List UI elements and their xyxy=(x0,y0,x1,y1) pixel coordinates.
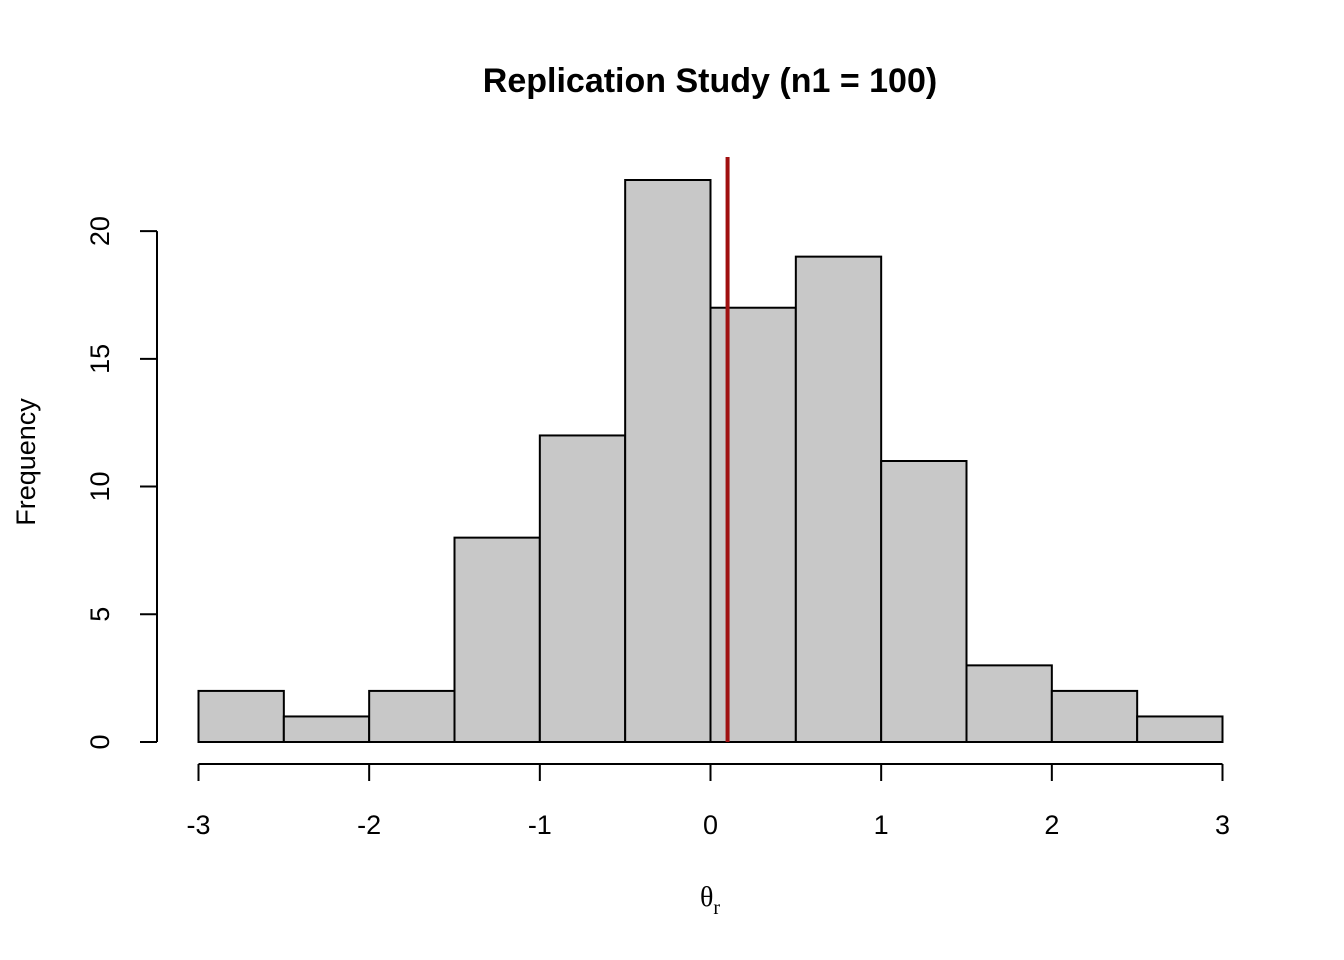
x-axis: -3 -2 -1 0 1 2 3 xyxy=(186,763,1230,840)
x-tick-label: -1 xyxy=(528,810,552,840)
histogram-bar xyxy=(197,689,285,744)
x-tick-label: 0 xyxy=(703,810,718,840)
y-tick-label: 20 xyxy=(85,216,115,246)
histogram-bars xyxy=(197,179,1224,744)
histogram-bar xyxy=(624,179,712,743)
y-tick-label: 10 xyxy=(85,472,115,502)
histogram-bar xyxy=(880,460,968,743)
x-axis-label-subscript: r xyxy=(713,897,720,919)
histogram-bar xyxy=(453,536,541,743)
histogram-bar xyxy=(282,715,371,743)
x-axis-label-symbol: θ xyxy=(700,882,713,913)
x-tick-label: 2 xyxy=(1044,810,1059,840)
y-axis: 0 5 10 15 20 xyxy=(85,216,158,750)
histogram-bar xyxy=(1050,689,1139,744)
histogram-bar xyxy=(368,689,456,744)
y-tick-label: 15 xyxy=(85,344,115,374)
x-tick-label: 3 xyxy=(1215,810,1230,840)
histogram-bar xyxy=(709,306,797,743)
x-tick-label: -3 xyxy=(186,810,210,840)
chart-title: Replication Study (n1 = 100) xyxy=(483,62,937,100)
x-tick-label: 1 xyxy=(874,810,889,840)
y-tick-label: 0 xyxy=(85,734,115,749)
histogram-bar xyxy=(965,664,1053,744)
x-tick-label: -2 xyxy=(357,810,381,840)
histogram-bar xyxy=(794,255,883,743)
y-tick-label: 5 xyxy=(85,607,115,622)
histogram-bar xyxy=(1136,715,1224,743)
y-axis-label: Frequency xyxy=(11,398,41,526)
histogram-bar xyxy=(538,434,627,743)
x-axis-label: θr xyxy=(700,882,720,919)
